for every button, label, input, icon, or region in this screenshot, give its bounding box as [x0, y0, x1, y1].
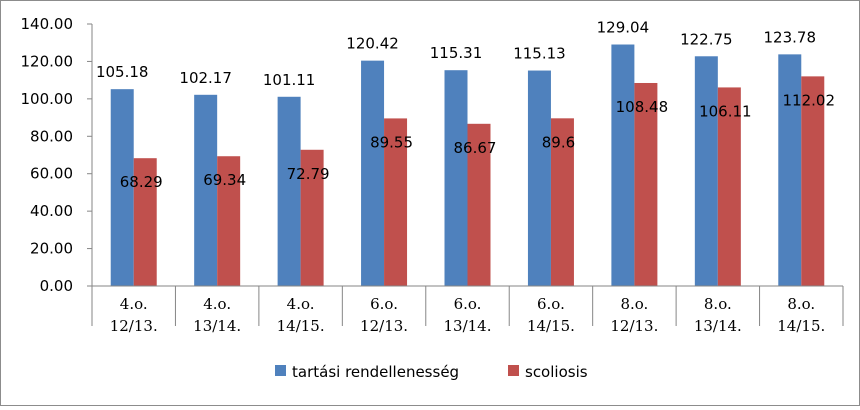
data-label: 102.17 [179, 69, 232, 87]
legend-label: scoliosis [525, 363, 588, 381]
category-label: 8.o. 12/13. [610, 295, 658, 335]
category-label: 6.o. 13/14. [444, 295, 492, 335]
category-label-line: 12/13. [110, 317, 158, 335]
category-label: 8.o. 14/15. [777, 295, 825, 335]
data-label: 101.11 [263, 71, 316, 89]
category-label-line: 13/14. [444, 317, 492, 335]
legend-swatch [275, 365, 286, 376]
category-label-line: 8.o. [704, 295, 732, 313]
y-tick-label: 80.00 [30, 127, 73, 145]
category-label-line: 13/14. [193, 317, 241, 335]
bar-scoliosis [717, 87, 741, 286]
legend-label: tartási rendellenesség [292, 363, 459, 381]
data-label: 68.29 [120, 173, 163, 191]
category-label-line: 8.o. [620, 295, 648, 313]
category-label: 8.o. 13/14. [694, 295, 742, 335]
category-label-line: 6.o. [537, 295, 565, 313]
category-label: 4.o. 12/13. [110, 295, 158, 335]
y-tick-label: 60.00 [30, 165, 73, 183]
data-label: 115.31 [430, 44, 483, 62]
bar-tartasi [694, 56, 718, 287]
data-label: 105.18 [96, 63, 149, 81]
data-label: 106.11 [699, 102, 752, 120]
category-label-line: 12/13. [610, 317, 658, 335]
bar-tartasi [194, 94, 218, 286]
bar-scoliosis [801, 76, 825, 286]
axes [91, 24, 844, 326]
data-label: 120.42 [346, 35, 399, 53]
legend-swatch [508, 365, 519, 376]
category-label-line: 4.o. [203, 295, 231, 313]
data-label: 112.02 [783, 91, 836, 109]
data-label: 69.34 [203, 171, 246, 189]
data-label: 123.78 [764, 28, 817, 46]
data-label: 108.48 [616, 98, 669, 116]
category-label: 6.o. 14/15. [527, 295, 575, 335]
bar-tartasi [110, 89, 134, 286]
category-label-line: 12/13. [360, 317, 408, 335]
y-tick-label: 140.00 [21, 15, 74, 33]
data-label: 72.79 [287, 165, 330, 183]
bar-tartasi [277, 96, 301, 287]
y-tick-label: 120.00 [21, 52, 74, 70]
category-label-line: 6.o. [370, 295, 398, 313]
bar-scoliosis [384, 118, 408, 286]
category-label-line: 4.o. [287, 295, 315, 313]
bar-tartasi [444, 70, 468, 287]
category-label: 4.o. 13/14. [193, 295, 241, 335]
category-label-line: 8.o. [787, 295, 815, 313]
bar-tartasi [611, 44, 635, 286]
bar-scoliosis [467, 123, 491, 286]
bar-tartasi [361, 60, 385, 286]
y-tick-label: 0.00 [40, 277, 73, 295]
data-label: 89.6 [542, 133, 575, 151]
y-tick-label: 100.00 [21, 90, 74, 108]
bar-tartasi [527, 70, 551, 287]
data-label: 89.55 [370, 133, 413, 151]
data-labels: 105.18 102.17 101.11 120.42 115.31 115.13 129.… [96, 19, 835, 192]
y-tick-label: 20.00 [30, 240, 73, 258]
data-label: 129.04 [597, 19, 650, 37]
bar-scoliosis [217, 156, 241, 286]
data-label: 86.67 [454, 139, 497, 157]
bar-scoliosis [300, 149, 324, 286]
category-label-line: 14/15. [777, 317, 825, 335]
bar-scoliosis [133, 158, 157, 286]
category-label-line: 14/15. [527, 317, 575, 335]
category-label-line: 14/15. [277, 317, 325, 335]
data-label: 115.13 [513, 45, 566, 63]
bar-scoliosis [634, 82, 658, 286]
bar-series [110, 44, 825, 287]
bar-scoliosis [550, 118, 574, 286]
legend: tartási rendellenesség scoliosis [275, 363, 588, 381]
y-tick-label: 40.00 [30, 202, 73, 220]
bar-tartasi [778, 54, 802, 287]
category-label-line: 13/14. [694, 317, 742, 335]
category-label-line: 4.o. [120, 295, 148, 313]
category-labels: 4.o. 12/13. 4.o. 13/14. 4.o. 14/15. 6.o. 12/13.… [110, 295, 826, 335]
y-axis-ticks: 0.00 20.00 40.00 60.00 80.00 100.00 120.00 140.… [21, 15, 92, 295]
category-label-line: 6.o. [454, 295, 482, 313]
data-label: 122.75 [680, 30, 733, 48]
category-label: 6.o. 12/13. [360, 295, 408, 335]
category-label: 4.o. 14/15. [277, 295, 325, 335]
